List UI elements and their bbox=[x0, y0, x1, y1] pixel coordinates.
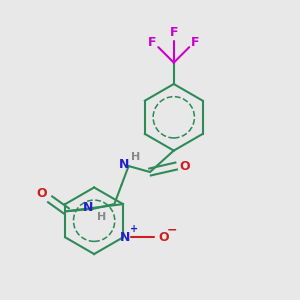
Text: H: H bbox=[97, 212, 106, 222]
Text: F: F bbox=[148, 36, 157, 49]
Text: N: N bbox=[119, 158, 129, 171]
Text: O: O bbox=[158, 231, 169, 244]
Text: H: H bbox=[131, 152, 140, 161]
Text: +: + bbox=[130, 224, 138, 234]
Text: −: − bbox=[167, 224, 177, 237]
Text: N: N bbox=[120, 231, 130, 244]
Text: N: N bbox=[83, 201, 93, 214]
Text: F: F bbox=[169, 26, 178, 39]
Text: O: O bbox=[179, 160, 190, 172]
Text: O: O bbox=[37, 187, 47, 200]
Text: F: F bbox=[191, 36, 200, 49]
